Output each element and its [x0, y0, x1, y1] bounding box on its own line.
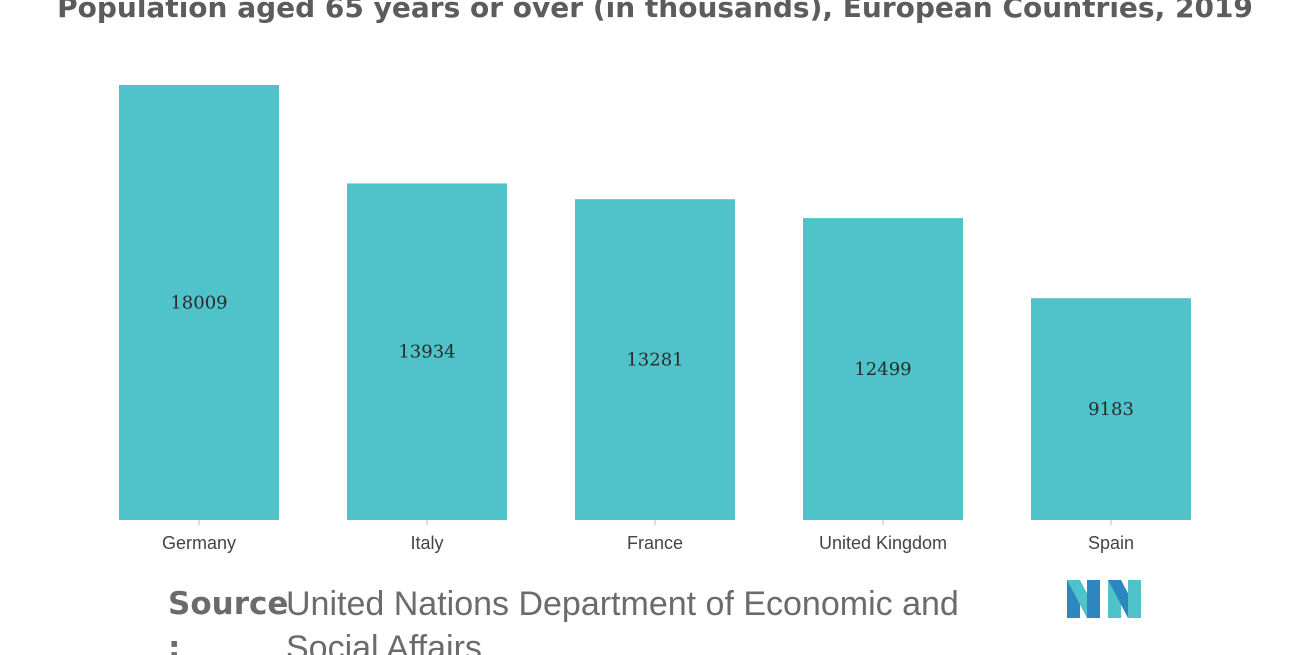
- x-axis-category-label: Italy: [410, 533, 443, 553]
- bar-value-label: 9183: [1088, 399, 1134, 420]
- x-axis-category-label: France: [627, 533, 683, 553]
- bar-united-kingdom: [803, 218, 963, 520]
- bar-france: [575, 199, 735, 521]
- source-colon: :: [168, 630, 181, 655]
- bar-italy: [347, 183, 507, 521]
- source-label: Source: [168, 586, 289, 622]
- source-text: United Nations Department of Economic an…: [286, 585, 959, 655]
- mordor-intelligence-logo-icon: [1067, 580, 1141, 618]
- bar-value-label: 18009: [170, 293, 227, 314]
- bar-value-label: 12499: [854, 359, 911, 380]
- chart-title: Population aged 65 years or over (in tho…: [57, 0, 1253, 24]
- bar-spain: [1031, 298, 1191, 520]
- bar-chart: 18009 Germany 13934 Italy 13281 France 12499 Un…: [119, 85, 1191, 553]
- bar-value-label: 13934: [398, 342, 455, 363]
- x-axis-category-label: Spain: [1088, 533, 1134, 553]
- bar-germany: [119, 85, 279, 520]
- x-axis-category-label: United Kingdom: [819, 533, 947, 553]
- x-axis-category-label: Germany: [162, 533, 236, 553]
- bar-value-label: 13281: [626, 350, 683, 371]
